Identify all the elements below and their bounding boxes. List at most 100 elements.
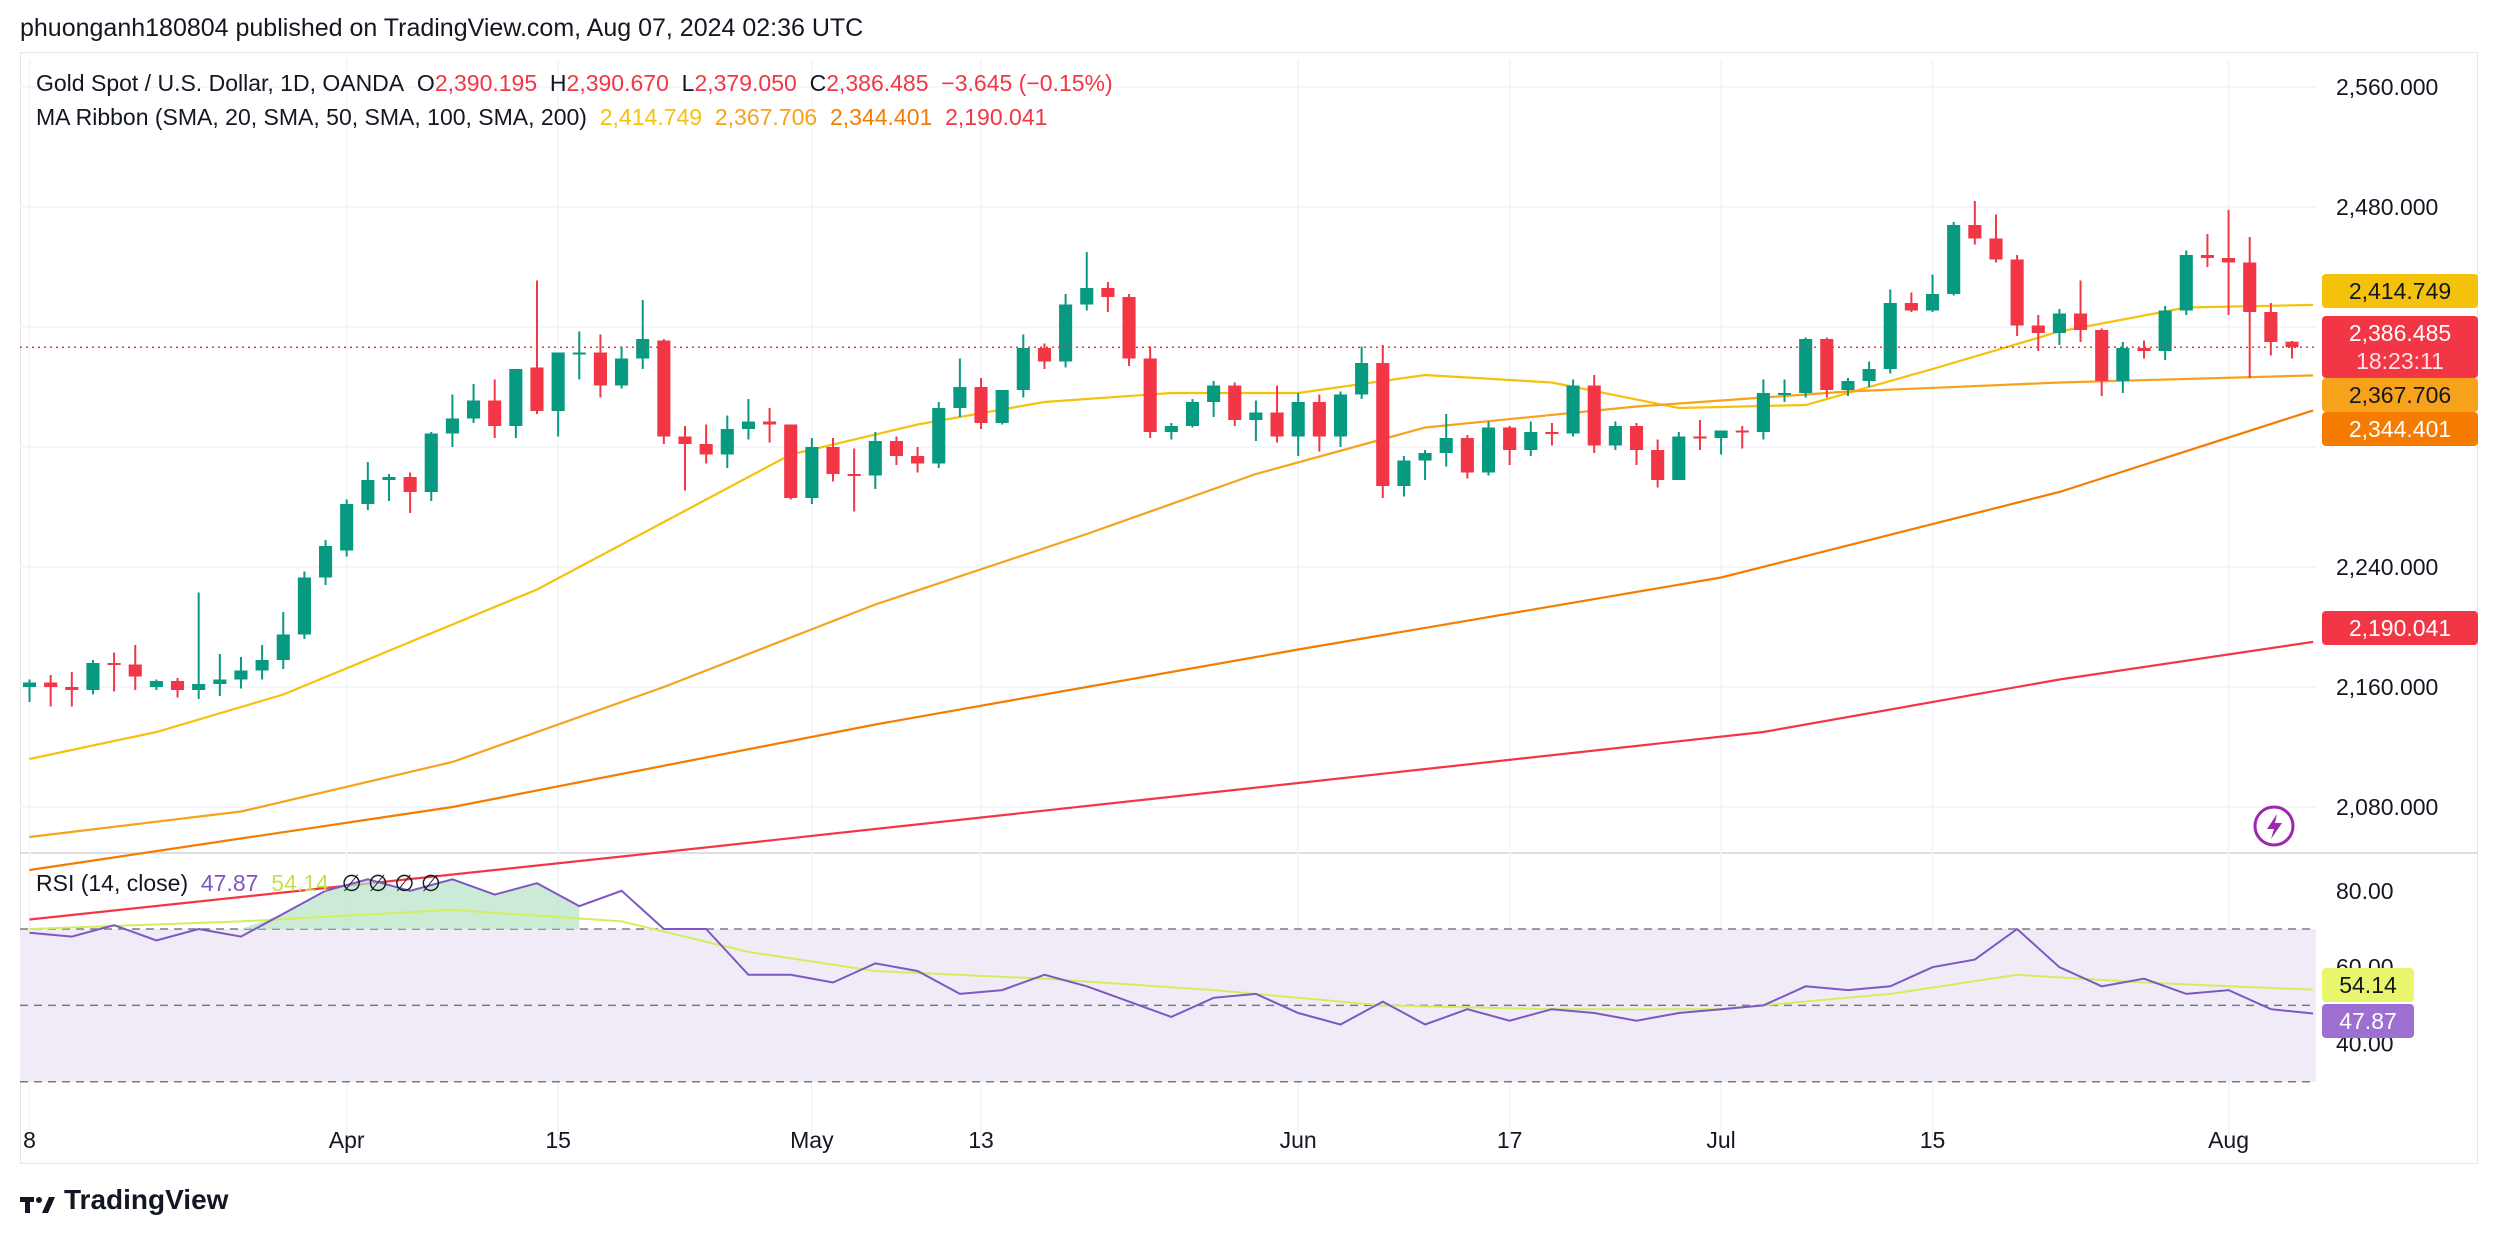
candle[interactable] bbox=[1228, 382, 1242, 427]
candle[interactable] bbox=[720, 415, 734, 469]
candle[interactable] bbox=[445, 394, 459, 448]
candle[interactable] bbox=[889, 436, 904, 466]
candle[interactable] bbox=[826, 438, 840, 482]
candle[interactable] bbox=[1629, 423, 1644, 465]
candle[interactable] bbox=[2137, 340, 2151, 359]
candle[interactable] bbox=[1503, 426, 1517, 465]
candle[interactable] bbox=[1862, 361, 1876, 388]
candle[interactable] bbox=[318, 540, 333, 585]
candle[interactable] bbox=[1418, 450, 1432, 480]
candle[interactable] bbox=[1756, 379, 1770, 440]
candle[interactable] bbox=[1249, 400, 1263, 442]
candle[interactable] bbox=[657, 339, 671, 444]
candle[interactable] bbox=[1672, 432, 1686, 480]
candle[interactable] bbox=[149, 679, 163, 691]
candle[interactable] bbox=[192, 592, 206, 700]
candle[interactable] bbox=[213, 654, 227, 696]
candle[interactable] bbox=[361, 462, 375, 510]
candle[interactable] bbox=[340, 499, 354, 557]
candle[interactable] bbox=[636, 300, 650, 369]
candle[interactable] bbox=[805, 438, 819, 504]
candle[interactable] bbox=[1270, 385, 1284, 443]
candle[interactable] bbox=[1566, 379, 1580, 437]
candle[interactable] bbox=[1608, 421, 1622, 451]
candle[interactable] bbox=[2243, 237, 2257, 378]
candle[interactable] bbox=[1651, 439, 1665, 488]
candle[interactable] bbox=[932, 402, 946, 468]
candle[interactable] bbox=[1037, 343, 1052, 370]
candle[interactable] bbox=[424, 432, 438, 501]
candle[interactable] bbox=[44, 675, 58, 707]
candle[interactable] bbox=[170, 678, 185, 698]
candle[interactable] bbox=[699, 424, 713, 464]
candle[interactable] bbox=[1016, 334, 1030, 398]
candle[interactable] bbox=[128, 645, 142, 690]
candle[interactable] bbox=[403, 472, 417, 514]
candle[interactable] bbox=[2116, 342, 2130, 393]
candle[interactable] bbox=[1883, 289, 1897, 374]
candle[interactable] bbox=[911, 447, 925, 473]
candle[interactable] bbox=[466, 384, 481, 423]
candle[interactable] bbox=[2031, 315, 2045, 351]
candle[interactable] bbox=[1841, 378, 1855, 396]
candle[interactable] bbox=[1735, 426, 1749, 449]
candle[interactable] bbox=[1693, 420, 1707, 450]
candle[interactable] bbox=[22, 679, 37, 703]
candle[interactable] bbox=[1164, 423, 1178, 440]
candle[interactable] bbox=[551, 352, 565, 437]
candle[interactable] bbox=[2052, 309, 2066, 345]
candle[interactable] bbox=[763, 408, 777, 443]
candle[interactable] bbox=[107, 652, 121, 692]
candle[interactable] bbox=[1312, 394, 1326, 452]
candle[interactable] bbox=[2073, 280, 2088, 343]
candle[interactable] bbox=[1481, 421, 1496, 476]
candle[interactable] bbox=[1439, 414, 1453, 467]
candle[interactable] bbox=[974, 378, 988, 429]
candle[interactable] bbox=[509, 369, 523, 438]
candle[interactable] bbox=[1080, 252, 1094, 311]
candle[interactable] bbox=[2095, 328, 2109, 397]
candle[interactable] bbox=[1587, 375, 1601, 453]
candle[interactable] bbox=[1122, 294, 1136, 366]
candle[interactable] bbox=[2222, 210, 2236, 315]
candle[interactable] bbox=[678, 426, 692, 491]
candle[interactable] bbox=[1185, 399, 1200, 428]
chart-frame[interactable] bbox=[20, 52, 2478, 1164]
candle[interactable] bbox=[2285, 340, 2299, 359]
candle[interactable] bbox=[1101, 282, 1115, 312]
candle[interactable] bbox=[953, 358, 967, 418]
candle[interactable] bbox=[1925, 274, 1940, 313]
lightning-icon[interactable] bbox=[2253, 805, 2295, 847]
candle[interactable] bbox=[995, 390, 1009, 425]
candle[interactable] bbox=[255, 645, 269, 680]
candle[interactable] bbox=[1376, 345, 1390, 498]
candle[interactable] bbox=[1059, 294, 1073, 368]
candle[interactable] bbox=[2179, 250, 2193, 316]
candle[interactable] bbox=[741, 399, 755, 440]
candle[interactable] bbox=[86, 660, 100, 695]
candle[interactable] bbox=[1904, 292, 1918, 313]
candle[interactable] bbox=[297, 571, 311, 640]
candle[interactable] bbox=[1333, 391, 1348, 448]
candle[interactable] bbox=[65, 672, 79, 707]
candle[interactable] bbox=[572, 331, 586, 380]
candle[interactable] bbox=[1799, 337, 1813, 398]
candle[interactable] bbox=[276, 612, 290, 669]
candle[interactable] bbox=[1820, 337, 1834, 398]
candle[interactable] bbox=[1143, 346, 1157, 439]
candle[interactable] bbox=[593, 334, 607, 398]
candle[interactable] bbox=[1947, 222, 1961, 296]
candle[interactable] bbox=[1989, 214, 2003, 263]
candle[interactable] bbox=[784, 424, 798, 500]
candle[interactable] bbox=[382, 474, 396, 501]
candle[interactable] bbox=[1714, 430, 1728, 455]
tradingview-brand[interactable]: TradingView bbox=[20, 1184, 228, 1216]
candle[interactable] bbox=[1460, 435, 1474, 479]
candle[interactable] bbox=[1524, 421, 1538, 457]
candle[interactable] bbox=[2158, 306, 2172, 360]
candle[interactable] bbox=[1207, 381, 1221, 417]
candle[interactable] bbox=[1968, 201, 1982, 245]
candle[interactable] bbox=[2010, 255, 2024, 336]
candle[interactable] bbox=[1291, 393, 1305, 456]
